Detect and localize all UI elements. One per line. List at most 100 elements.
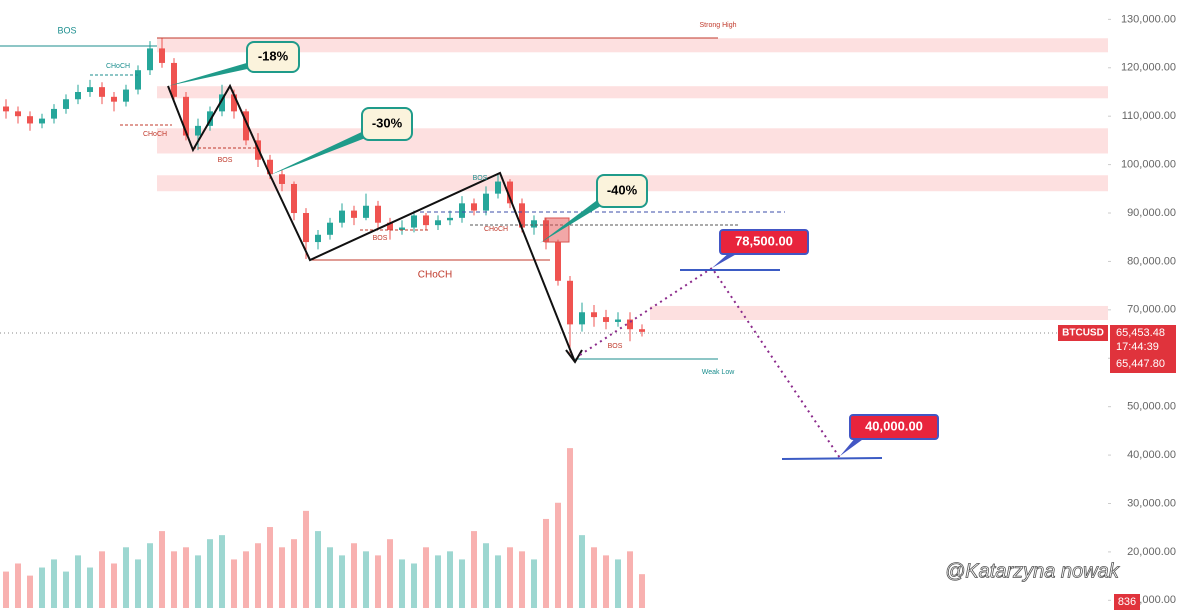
candle-body <box>99 87 105 97</box>
last-volume: 836 <box>1118 596 1136 608</box>
candle-body <box>135 70 141 90</box>
y-tick-label: 80,000.00 <box>1127 255 1176 267</box>
volume-bar <box>567 448 573 608</box>
candle-body <box>291 183 297 214</box>
candle-body <box>591 312 597 318</box>
volume-bar <box>639 574 645 608</box>
volume-bar <box>39 567 45 608</box>
callout-text: -18% <box>258 48 289 63</box>
watermark: @Katarzyna nowak <box>945 560 1120 582</box>
callout-box <box>596 174 648 208</box>
label: BOS <box>373 235 388 242</box>
volume-bar <box>327 547 333 608</box>
label: Weak Low <box>702 369 735 376</box>
volume-bar <box>495 555 501 608</box>
volume-bar <box>531 559 537 608</box>
volume-bar <box>243 551 249 608</box>
candle-body <box>147 48 153 71</box>
candle-body <box>27 116 33 124</box>
candle-body <box>555 242 561 281</box>
volume <box>3 448 645 608</box>
candle-body <box>219 94 225 112</box>
volume-bar <box>111 563 117 608</box>
volume-bar <box>627 551 633 608</box>
price-box <box>1110 325 1176 373</box>
target-text: 78,500.00 <box>735 233 793 248</box>
candle-body <box>495 181 501 194</box>
volume-bar <box>339 555 345 608</box>
label: BOS <box>608 343 623 350</box>
y-tick-label: 20,000.00 <box>1127 546 1176 558</box>
symbol: BTCUSD <box>1062 328 1104 339</box>
callout-box <box>361 107 413 141</box>
candle-body <box>87 87 93 92</box>
volume-bar <box>27 575 33 608</box>
candle-body <box>459 203 465 218</box>
candle-body <box>627 319 633 330</box>
candle-body <box>327 222 333 235</box>
last-price: 65,453.48 <box>1116 327 1165 339</box>
price-badge: BTCUSD 65,453.48 17:44:39 65,447.80 836 <box>1058 325 1176 610</box>
supply-zone <box>650 305 1108 321</box>
candle-body <box>411 215 417 228</box>
label: CHoCH <box>143 131 167 138</box>
candle-body <box>339 210 345 223</box>
candle-body <box>423 215 429 226</box>
candle-body <box>51 108 57 119</box>
candle-body <box>195 125 201 136</box>
volume-bar <box>267 527 273 608</box>
label: BOS <box>218 157 233 164</box>
volume-bar <box>303 510 309 608</box>
label: BOS <box>473 175 488 182</box>
y-tick-label: 100,000.00 <box>1121 159 1176 171</box>
supply-zone <box>157 38 1108 53</box>
candle-body <box>519 203 525 228</box>
volume-bar <box>219 535 225 608</box>
volume-bar <box>411 563 417 608</box>
volume-bar <box>123 547 129 608</box>
callout-text: -40% <box>607 182 638 197</box>
candle-body <box>435 220 441 226</box>
candle-body <box>579 312 585 325</box>
volume-bar <box>351 543 357 608</box>
volume-bar <box>87 567 93 608</box>
y-tick-label: 120,000.00 <box>1121 62 1176 74</box>
candle-body <box>111 96 117 102</box>
callouts: -18% -30% -40% 78,500.00 40,000.00 <box>168 41 939 456</box>
structure-lines <box>0 37 1108 460</box>
y-tick-label: 90,000.00 <box>1127 207 1176 219</box>
volume-bar <box>555 502 561 608</box>
y-tick-label: 70,000.00 <box>1127 304 1176 316</box>
price-axis: 10,000.0020,000.0030,000.0040,000.0050,0… <box>1108 13 1176 606</box>
volume-bar <box>387 539 393 608</box>
volume-bar <box>615 559 621 608</box>
volume-bar <box>399 559 405 608</box>
candle-body <box>183 96 189 136</box>
candle-body <box>567 280 573 325</box>
label: CHoCH <box>484 226 508 233</box>
volume-bar <box>483 543 489 608</box>
candle-body <box>363 205 369 218</box>
supply-zone <box>157 128 1108 154</box>
target-pointer <box>840 437 866 456</box>
symbol-box <box>1058 325 1108 341</box>
volume-bar <box>375 555 381 608</box>
label: CHoCH <box>418 270 452 281</box>
volume-bar <box>435 555 441 608</box>
volume-bar <box>135 559 141 608</box>
candle-body <box>39 118 45 124</box>
volume-bar <box>75 555 81 608</box>
callout-pointer <box>270 130 368 175</box>
annotations: BOS CHoCH CHoCH BOS BOS CHoCH BOS CHoCH … <box>57 22 736 376</box>
volume-bar <box>459 559 465 608</box>
supply-zone <box>157 86 1108 99</box>
volume-bar <box>51 559 57 608</box>
candle-body <box>507 181 513 204</box>
candle-body <box>303 213 309 243</box>
target-box <box>719 229 809 255</box>
volume-bar <box>315 531 321 608</box>
volume-bar <box>579 535 585 608</box>
candle-body <box>15 111 21 117</box>
volume-bar <box>171 551 177 608</box>
volume-bar <box>279 547 285 608</box>
